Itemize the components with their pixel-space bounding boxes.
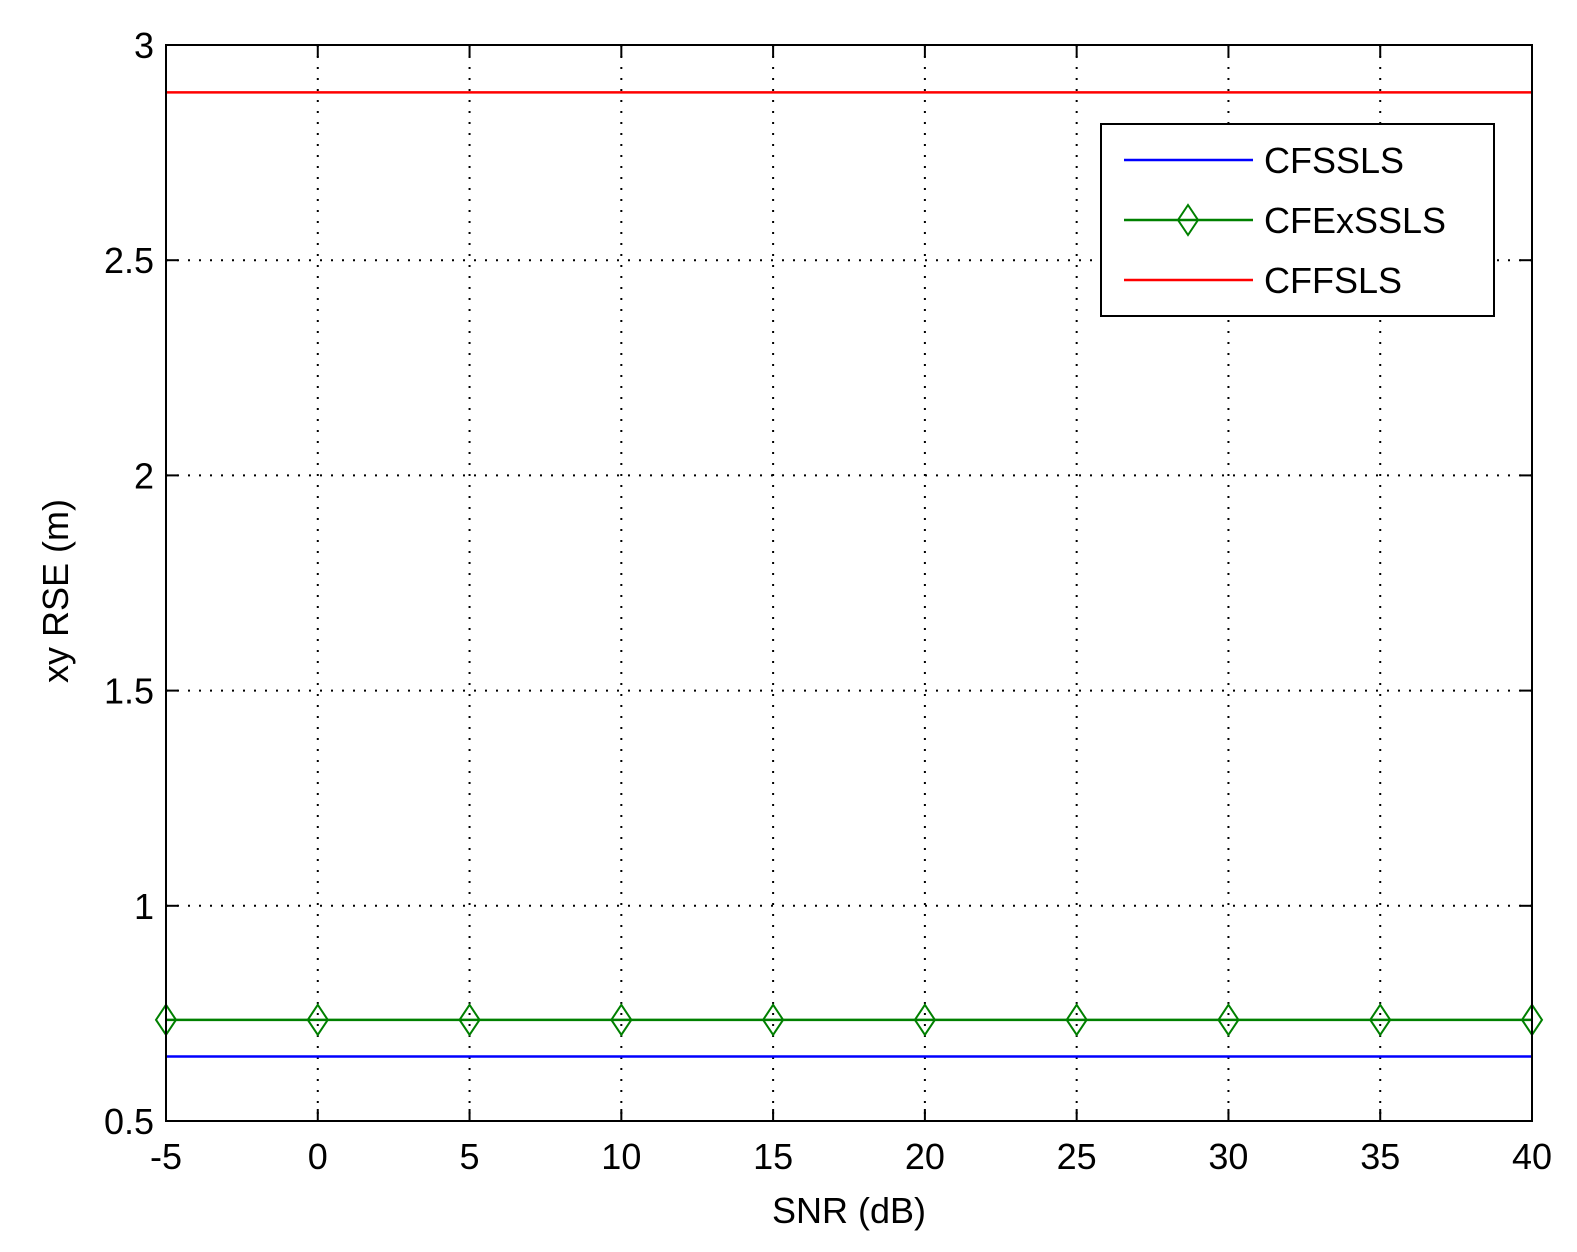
plot-frame: [165, 44, 1533, 1122]
x-tick-label-6: 25: [1057, 1136, 1097, 1177]
series-1-point-4: [761, 1003, 785, 1037]
y-axis-title: xy RSE (m): [35, 499, 76, 683]
series-1-point-1: [306, 1003, 329, 1037]
x-tick-label-9: 40: [1512, 1136, 1552, 1177]
x-tick-label-5: 20: [905, 1136, 945, 1177]
x-axis-title: SNR (dB): [772, 1190, 926, 1231]
series-1-point-8: [1369, 1003, 1392, 1037]
series-layer: [154, 91, 1544, 1058]
x-tick-label-4: 15: [753, 1136, 793, 1177]
y-tick-label-1: 1: [134, 886, 154, 927]
x-tick-label-7: 30: [1208, 1136, 1248, 1177]
x-tick-label-0: -5: [150, 1136, 182, 1177]
legend-label-2: CFFSLS: [1264, 260, 1402, 301]
series-1-point-7: [1217, 1003, 1240, 1037]
series-1-point-3: [610, 1003, 633, 1037]
legend-marker-1: [1176, 203, 1200, 237]
grid: [166, 45, 1532, 1121]
legend-label-0: CFSSLS: [1264, 140, 1404, 181]
series-1-point-2: [458, 1003, 481, 1037]
tick-labels: -5 0 5 10 15 20 25 30 35 40 0.5 1 1.5 2 2.5 3: [104, 25, 1552, 1177]
series-1-point-5: [913, 1003, 937, 1037]
legend-label-1: CFExSSLS: [1264, 200, 1446, 241]
x-tick-label-1: 0: [308, 1136, 328, 1177]
series-1-point-6: [1065, 1003, 1088, 1037]
x-tick-label-2: 5: [460, 1136, 480, 1177]
y-tick-label-0: 0.5: [104, 1101, 154, 1142]
y-tick-label-3: 2: [134, 455, 154, 496]
x-tick-label-8: 35: [1360, 1136, 1400, 1177]
x-tick-label-3: 10: [601, 1136, 641, 1177]
y-tick-label-4: 2.5: [104, 240, 154, 281]
ticks: [165, 44, 1533, 1122]
legend: CFSSLS CFExSSLS CFFSLS: [1100, 123, 1495, 317]
y-tick-label-2: 1.5: [104, 671, 154, 712]
y-tick-label-5: 3: [134, 25, 154, 66]
series-1: [154, 1003, 1544, 1037]
